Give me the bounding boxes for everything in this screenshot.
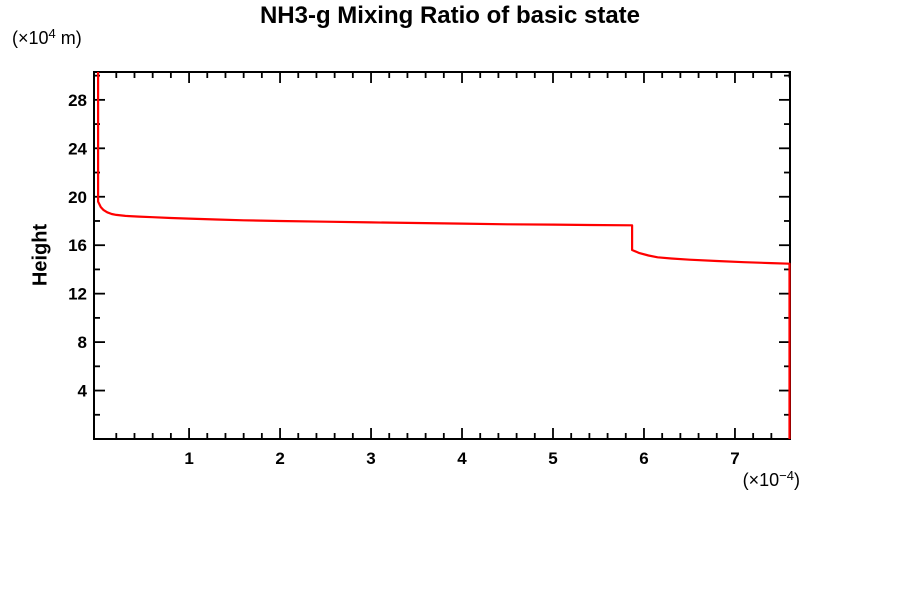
x-tick-label: 6 bbox=[639, 449, 648, 468]
x-axis-unit-label: (×10−4) bbox=[742, 468, 800, 491]
y-axis-unit-label: (×104 m) bbox=[12, 26, 82, 49]
y-tick-label: 24 bbox=[68, 139, 87, 158]
data-line bbox=[96, 72, 791, 439]
y-tick-label: 4 bbox=[78, 382, 88, 401]
x-tick-label: 3 bbox=[366, 449, 375, 468]
y-tick-label: 20 bbox=[68, 188, 87, 207]
x-unit-suffix: ) bbox=[794, 470, 800, 490]
x-tick-label: 7 bbox=[730, 449, 739, 468]
chart-title: NH3-g Mixing Ratio of basic state bbox=[259, 2, 641, 29]
y-tick-label: 12 bbox=[68, 285, 87, 304]
x-tick-label: 2 bbox=[275, 449, 284, 468]
y-unit-prefix: (×10 bbox=[12, 28, 49, 48]
x-tick-label: 5 bbox=[548, 449, 557, 468]
y-tick-label: 28 bbox=[68, 91, 87, 110]
y-tick-label: 8 bbox=[78, 333, 87, 352]
y-unit-suffix: m) bbox=[55, 28, 82, 48]
y-tick-label: 16 bbox=[68, 236, 87, 255]
x-tick-label: 4 bbox=[457, 449, 467, 468]
x-unit-prefix: (×10 bbox=[742, 470, 780, 490]
plot-border bbox=[93, 71, 791, 440]
y-unit-exponent: 4 bbox=[48, 26, 56, 42]
x-unit-exponent: −4 bbox=[779, 468, 794, 484]
x-tick-label: 1 bbox=[184, 449, 193, 468]
